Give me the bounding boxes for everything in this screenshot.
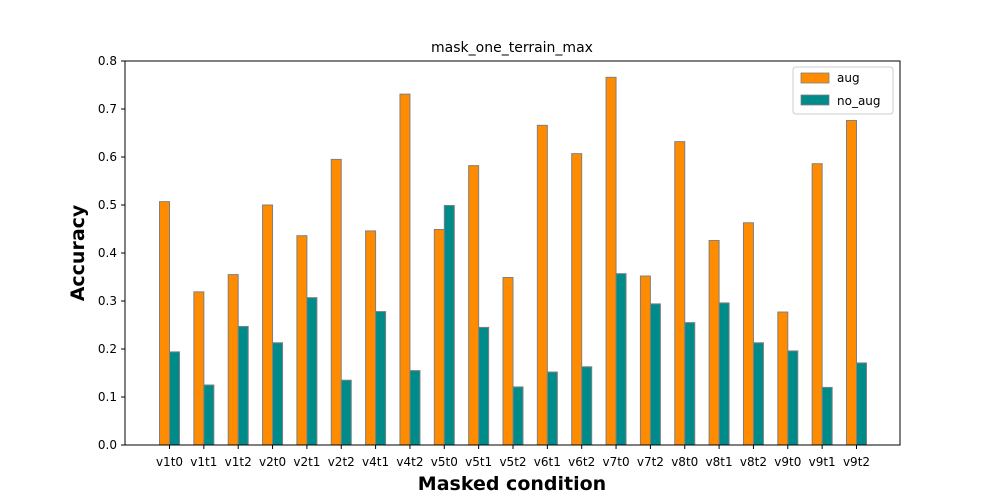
x-axis: v1t0 v1t1 v1t2 v2t0 v2t1 v2t2 v4t1 v4t2 v5t0 v5t1… — [156, 445, 870, 469]
bar-no-aug-v1t0 — [169, 351, 180, 446]
y-tick-label-0.1: 0.1 — [98, 390, 117, 404]
x-tick-label-v6t2: v6t2 — [568, 455, 595, 469]
y-tick-label-0.7: 0.7 — [98, 102, 117, 116]
x-tick-label-v2t2: v2t2 — [328, 455, 355, 469]
bar-no-aug-v1t2 — [237, 325, 249, 446]
bar-aug-v7t2 — [639, 275, 651, 446]
bars-layer — [159, 76, 867, 446]
x-tick-label-v8t0: v8t0 — [671, 455, 698, 469]
legend-swatch-aug — [800, 72, 830, 84]
bar-no-aug-v5t2 — [512, 386, 524, 446]
bar-aug-v5t0 — [433, 228, 445, 446]
bar-aug-v9t2 — [846, 120, 857, 446]
bar-no-aug-v8t1 — [718, 302, 730, 446]
bar-no-aug-v5t1 — [478, 326, 490, 446]
bar-no-aug-v6t1 — [546, 371, 558, 446]
bar-aug-v2t2 — [330, 158, 342, 446]
x-axis-label: Masked condition — [418, 473, 606, 495]
y-axis: 0.0 0.1 0.2 0.3 0.4 0.5 0.6 0.7 0.8 — [98, 54, 125, 452]
x-tick-label-v9t2: v9t2 — [843, 455, 870, 469]
x-tick-label-v4t1: v4t1 — [362, 455, 389, 469]
x-tick-label-v1t0: v1t0 — [156, 455, 183, 469]
bar-no-aug-v8t2 — [752, 342, 764, 446]
bar-aug-v5t2 — [502, 276, 514, 446]
bar-aug-v4t1 — [365, 230, 377, 446]
y-tick-label-0.6: 0.6 — [98, 150, 117, 164]
bar-no-aug-v8t0 — [684, 322, 696, 446]
x-tick-label-v9t0: v9t0 — [774, 455, 801, 469]
legend-swatch-no-aug — [800, 94, 830, 106]
x-tick-label-v2t1: v2t1 — [293, 455, 320, 469]
chart-title: mask_one_terrain_max — [431, 40, 593, 56]
bar-no-aug-v1t1 — [203, 384, 215, 446]
x-tick-label-v1t2: v1t2 — [225, 455, 252, 469]
bar-no-aug-v9t0 — [787, 350, 799, 446]
y-axis-label: Accuracy — [67, 204, 89, 301]
legend: aug no_aug — [792, 66, 894, 115]
y-tick-label-0.0: 0.0 — [98, 438, 117, 452]
x-tick-label-v4t2: v4t2 — [396, 455, 423, 469]
bar-aug-v5t1 — [468, 165, 480, 446]
bar-aug-v8t1 — [708, 240, 720, 446]
bar-no-aug-v7t2 — [649, 303, 661, 446]
bar-aug-v2t0 — [262, 204, 274, 446]
bar-no-aug-v9t1 — [821, 386, 833, 446]
bar-no-aug-v4t2 — [409, 370, 421, 446]
x-tick-label-v8t1: v8t1 — [706, 455, 733, 469]
x-tick-label-v8t2: v8t2 — [740, 455, 767, 469]
bar-no-aug-v2t2 — [340, 379, 352, 446]
bar-no-aug-v4t1 — [375, 311, 387, 446]
x-tick-label-v6t1: v6t1 — [534, 455, 561, 469]
x-tick-label-v7t2: v7t2 — [637, 455, 664, 469]
x-tick-label-v2t0: v2t0 — [259, 455, 286, 469]
bar-aug-v1t1 — [193, 291, 205, 446]
bar-aug-v2t1 — [296, 235, 308, 446]
x-tick-label-v9t1: v9t1 — [809, 455, 836, 469]
legend-label-aug: aug — [837, 71, 860, 85]
x-tick-label-v5t1: v5t1 — [465, 455, 492, 469]
y-tick-label-0.5: 0.5 — [98, 198, 117, 212]
bar-aug-v4t2 — [399, 93, 411, 446]
legend-label-no-aug: no_aug — [837, 94, 881, 108]
bar-aug-v6t1 — [536, 124, 548, 446]
y-tick-label-0.3: 0.3 — [98, 294, 117, 308]
bar-no-aug-v6t2 — [581, 366, 593, 446]
bar-aug-v9t1 — [811, 163, 823, 446]
x-tick-label-v5t0: v5t0 — [431, 455, 458, 469]
x-tick-label-v5t2: v5t2 — [499, 455, 526, 469]
bar-aug-v6t2 — [571, 153, 583, 446]
bar-aug-v1t0 — [159, 201, 170, 446]
bar-aug-v8t0 — [674, 141, 686, 446]
bar-aug-v8t2 — [742, 222, 754, 446]
bar-no-aug-v2t1 — [306, 297, 318, 446]
y-tick-label-0.2: 0.2 — [98, 342, 117, 356]
y-tick-label-0.8: 0.8 — [98, 54, 117, 68]
bar-aug-v7t0 — [605, 76, 617, 446]
bar-no-aug-v7t0 — [615, 273, 627, 446]
y-tick-label-0.4: 0.4 — [98, 246, 117, 260]
bar-no-aug-v9t2 — [856, 362, 867, 446]
bar-no-aug-v5t0 — [443, 204, 455, 446]
bar-no-aug-v2t0 — [272, 342, 284, 446]
bar-aug-v1t2 — [227, 274, 239, 446]
bar-aug-v9t0 — [777, 311, 789, 446]
x-tick-label-v1t1: v1t1 — [190, 455, 217, 469]
x-tick-label-v7t0: v7t0 — [603, 455, 630, 469]
